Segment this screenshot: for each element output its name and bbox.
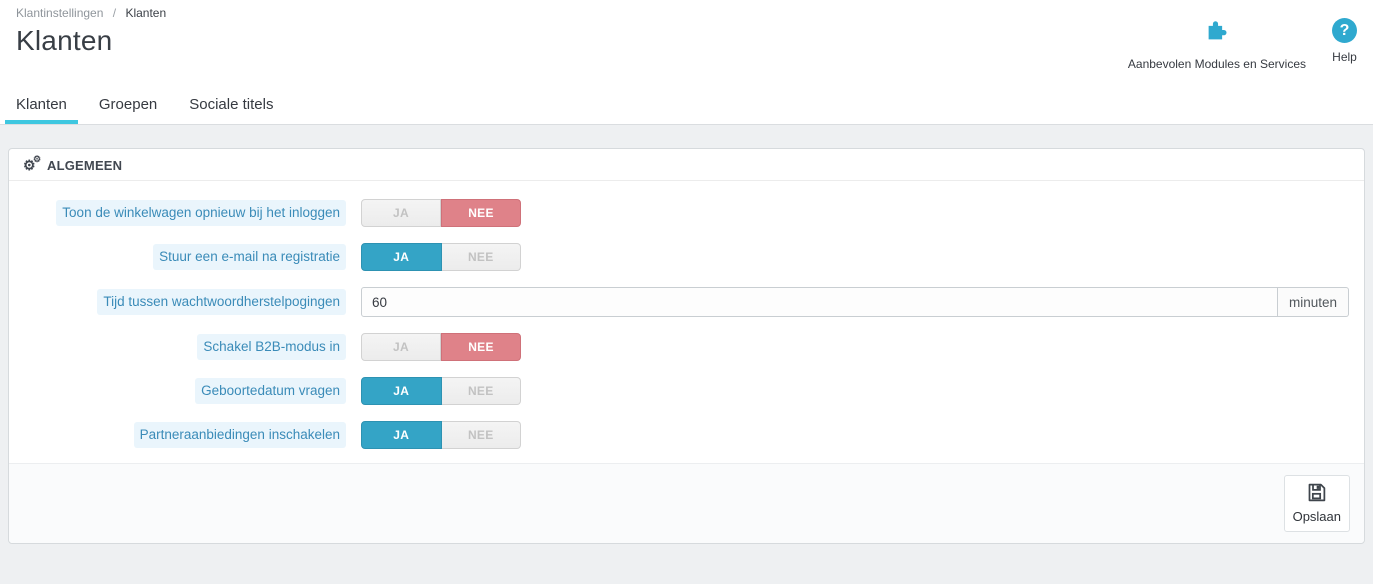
setting-label: Stuur een e-mail na registratie: [153, 244, 346, 270]
settings-panel: ⚙ ⚙ ALGEMEEN Toon de winkelwagen opnieuw …: [8, 148, 1365, 544]
toggle-nee-option[interactable]: NEE: [441, 333, 521, 361]
setting-row-b2b-mode: Schakel B2B-modus in JA NEE: [24, 333, 1349, 361]
setting-row-registration-email: Stuur een e-mail na registratie JA NEE: [24, 243, 1349, 271]
setting-label: Geboortedatum vragen: [195, 378, 346, 404]
password-reset-delay-group: minuten: [361, 287, 1349, 317]
tab-sociale-titels[interactable]: Sociale titels: [189, 96, 274, 113]
header-actions: Aanbevolen Modules en Services ? Help: [1128, 18, 1357, 71]
breadcrumb-parent[interactable]: Klantinstellingen: [16, 6, 104, 20]
setting-row-partner-offers: Partneraanbiedingen inschakelen JA NEE: [24, 421, 1349, 449]
help-label: Help: [1332, 50, 1357, 64]
breadcrumb-current: Klanten: [125, 6, 167, 20]
toggle-registration-email[interactable]: JA NEE: [361, 243, 521, 271]
toggle-ja-option[interactable]: JA: [361, 421, 442, 449]
tab-klanten[interactable]: Klanten: [5, 88, 78, 124]
breadcrumb-separator: /: [112, 6, 117, 20]
toggle-ja-option[interactable]: JA: [361, 199, 441, 227]
toggle-birthdate[interactable]: JA NEE: [361, 377, 521, 405]
toggle-nee-option[interactable]: NEE: [441, 243, 521, 271]
panel-footer: Opslaan: [9, 463, 1364, 543]
toggle-ja-option[interactable]: JA: [361, 333, 441, 361]
page-title: Klanten: [16, 25, 113, 56]
toggle-ja-option[interactable]: JA: [361, 377, 442, 405]
toggle-nee-option[interactable]: NEE: [441, 377, 521, 405]
setting-row-password-reset-delay: Tijd tussen wachtwoordherstelpogingen mi…: [24, 287, 1349, 317]
password-reset-delay-input[interactable]: [361, 287, 1278, 317]
panel-title: ALGEMEEN: [47, 157, 123, 173]
help-icon: ?: [1332, 18, 1357, 43]
setting-label: Partneraanbiedingen inschakelen: [133, 422, 346, 448]
panel-heading: ⚙ ⚙ ALGEMEEN: [9, 149, 1364, 181]
input-unit-addon: minuten: [1277, 287, 1349, 317]
toggle-nee-option[interactable]: NEE: [441, 199, 521, 227]
setting-label: Toon de winkelwagen opnieuw bij het inlo…: [56, 200, 346, 226]
toggle-b2b-mode[interactable]: JA NEE: [361, 333, 521, 361]
breadcrumb: Klantinstellingen / Klanten: [0, 0, 1373, 20]
puzzle-icon: [1203, 18, 1230, 50]
setting-row-show-cart: Toon de winkelwagen opnieuw bij het inlo…: [24, 199, 1349, 227]
recommended-modules-label: Aanbevolen Modules en Services: [1127, 57, 1306, 71]
recommended-modules-button[interactable]: Aanbevolen Modules en Services: [1128, 18, 1306, 71]
save-icon: [1306, 482, 1327, 506]
toggle-nee-option[interactable]: NEE: [441, 421, 521, 449]
save-button[interactable]: Opslaan: [1283, 475, 1350, 532]
help-button[interactable]: ? Help: [1332, 18, 1357, 64]
gears-icon: ⚙ ⚙: [23, 154, 42, 173]
panel-body: Toon de winkelwagen opnieuw bij het inlo…: [9, 181, 1364, 463]
setting-row-birthdate: Geboortedatum vragen JA NEE: [24, 377, 1349, 405]
page-header: Klantinstellingen / Klanten Klanten Aanb…: [0, 0, 1373, 125]
toggle-partner-offers[interactable]: JA NEE: [361, 421, 521, 449]
main-content: ⚙ ⚙ ALGEMEEN Toon de winkelwagen opnieuw …: [0, 148, 1373, 544]
tab-groepen[interactable]: Groepen: [98, 96, 158, 113]
toggle-show-cart[interactable]: JA NEE: [361, 199, 521, 227]
setting-label: Tijd tussen wachtwoordherstelpogingen: [97, 289, 346, 315]
save-button-label: Opslaan: [1292, 509, 1341, 524]
tab-bar: Klanten Groepen Sociale titels: [5, 88, 294, 124]
setting-label: Schakel B2B-modus in: [197, 334, 346, 360]
toggle-ja-option[interactable]: JA: [361, 243, 442, 271]
